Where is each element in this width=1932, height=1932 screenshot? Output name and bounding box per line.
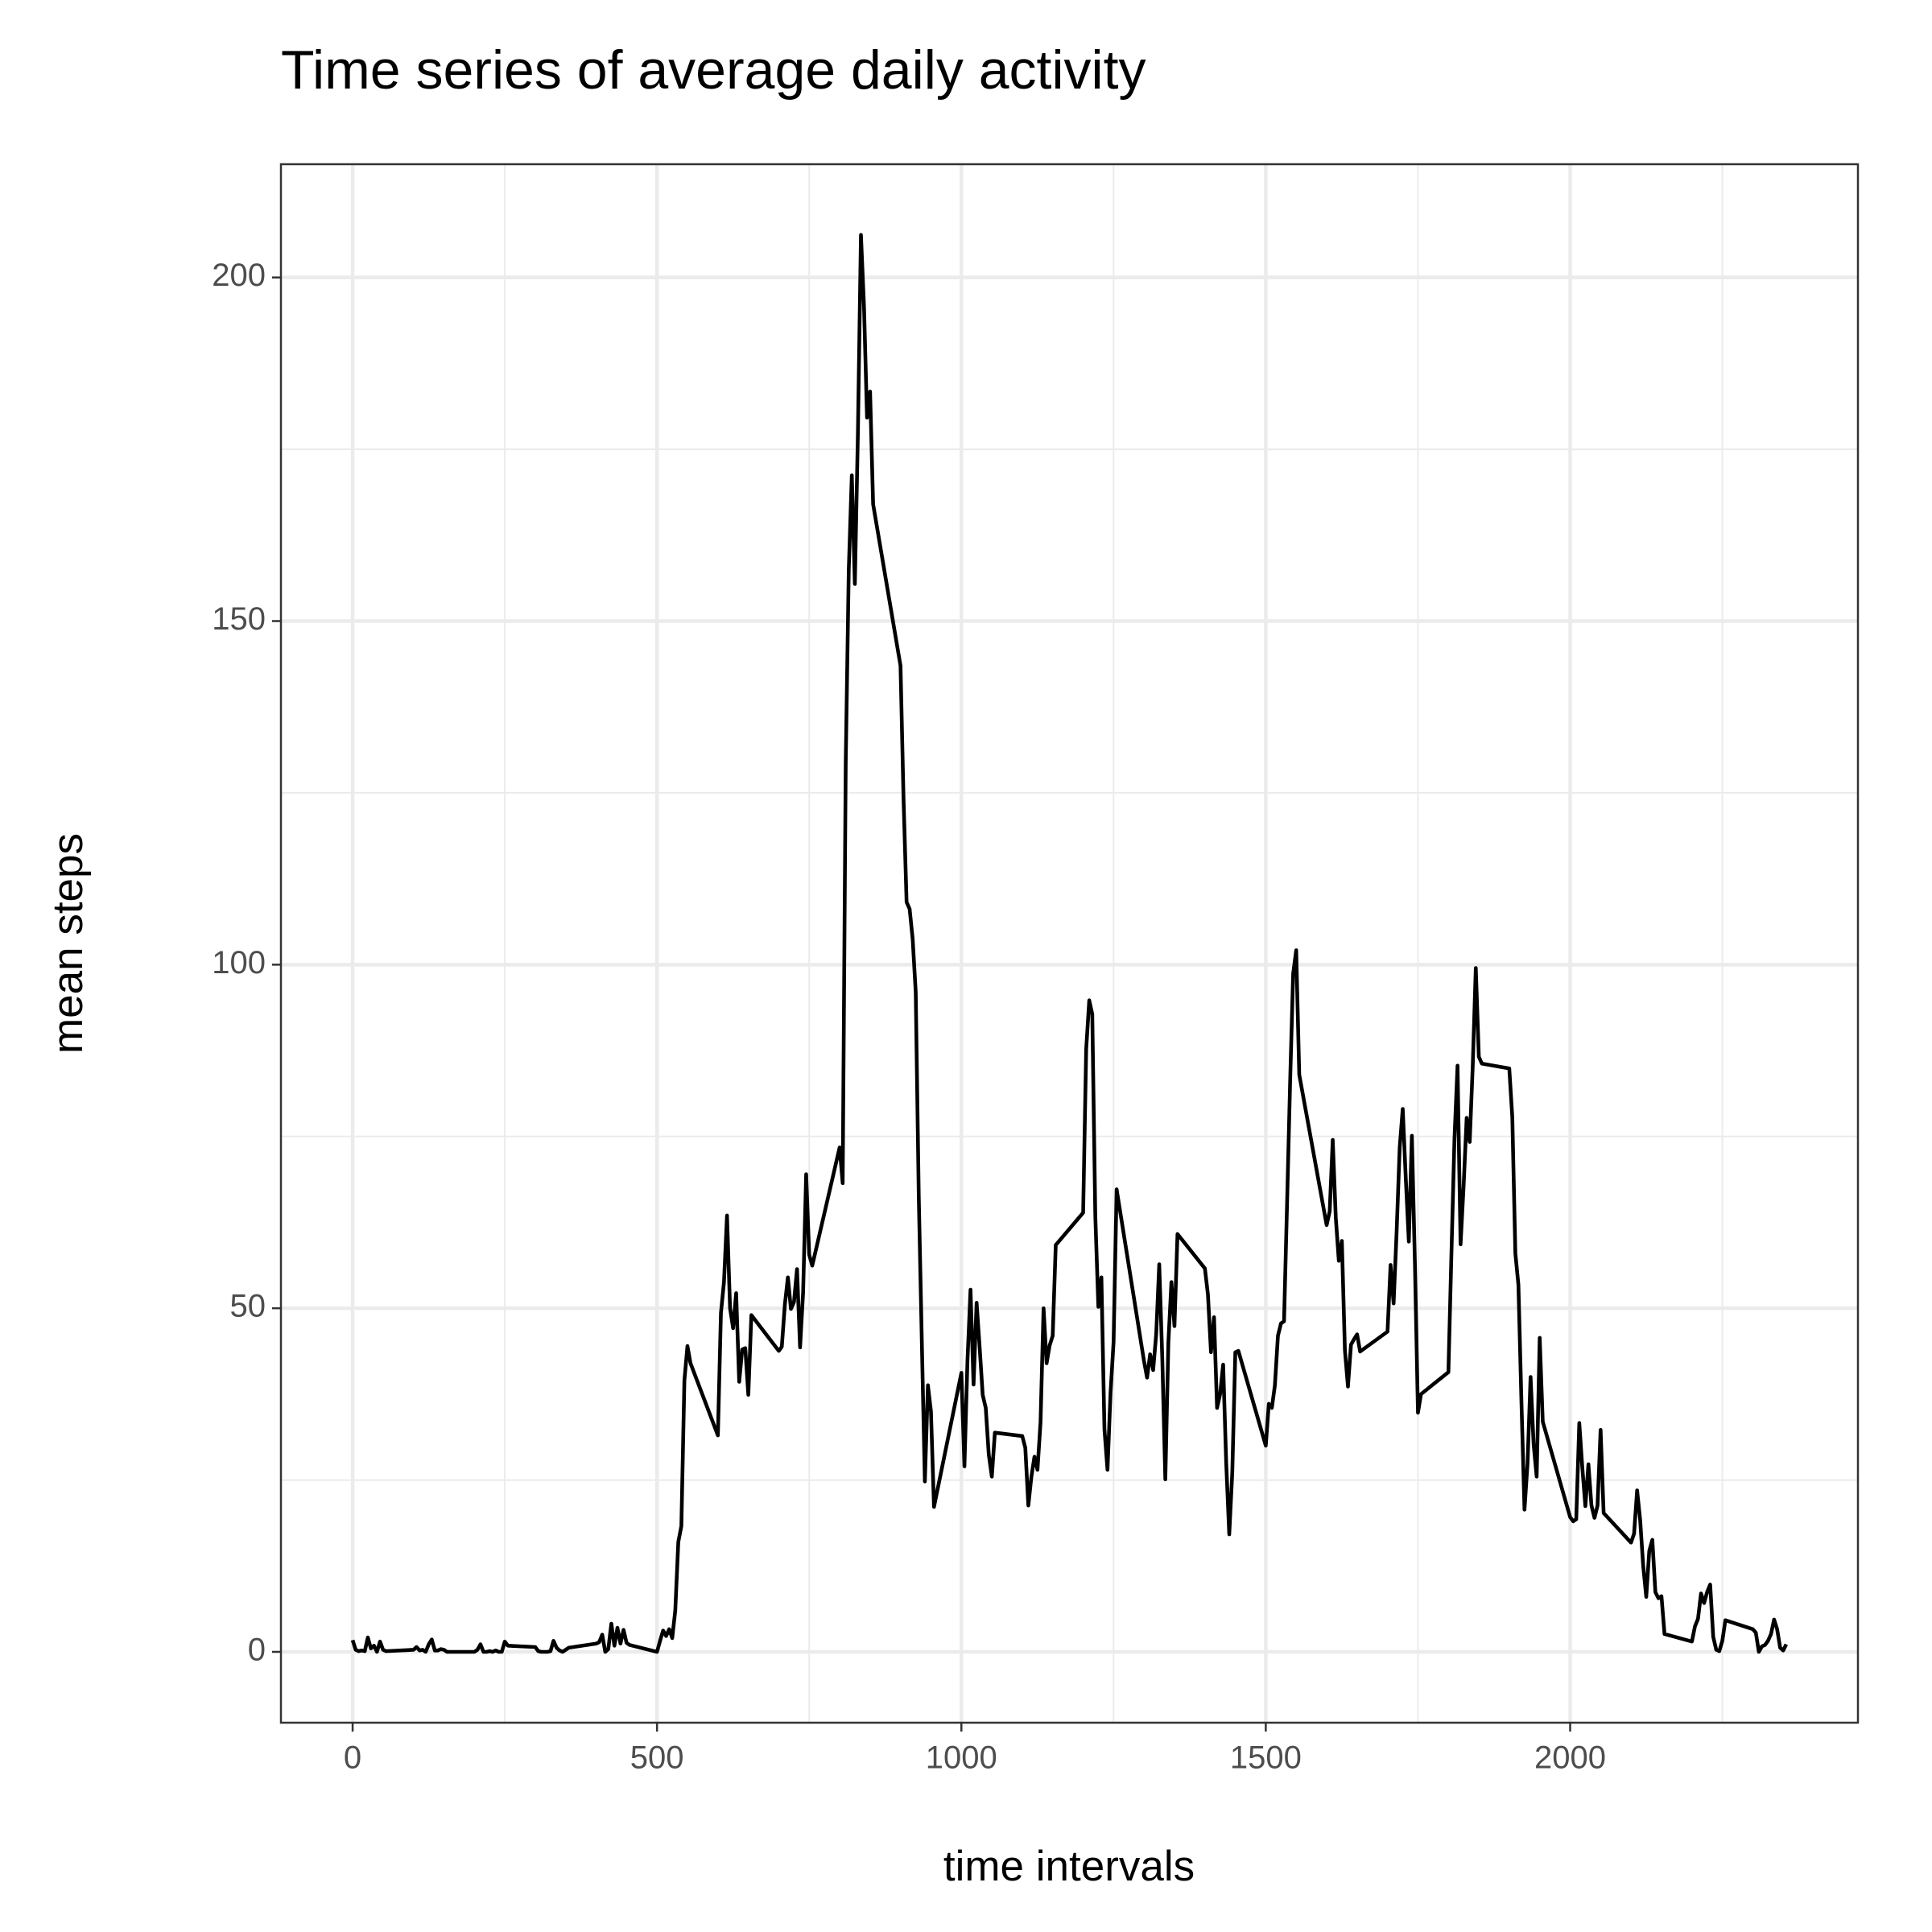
y-tick-label: 200 bbox=[212, 258, 266, 293]
x-axis-title: time intervals bbox=[943, 1843, 1195, 1890]
panel-border bbox=[279, 163, 1860, 1724]
y-axis-title: mean steps bbox=[44, 833, 92, 1054]
x-tick-label: 500 bbox=[630, 1740, 684, 1776]
x-tick-label: 2000 bbox=[1534, 1740, 1606, 1776]
y-tick-label: 100 bbox=[212, 945, 266, 980]
y-tick-label: 0 bbox=[248, 1633, 266, 1668]
y-tick-label: 50 bbox=[230, 1289, 266, 1324]
chart-title: Time series of average daily activity bbox=[281, 39, 1146, 101]
y-tick-label: 150 bbox=[212, 601, 266, 637]
x-tick-label: 1500 bbox=[1230, 1740, 1302, 1776]
x-tick-label: 0 bbox=[344, 1740, 361, 1776]
data-line bbox=[350, 233, 1789, 1654]
x-tick-label: 1000 bbox=[926, 1740, 997, 1776]
